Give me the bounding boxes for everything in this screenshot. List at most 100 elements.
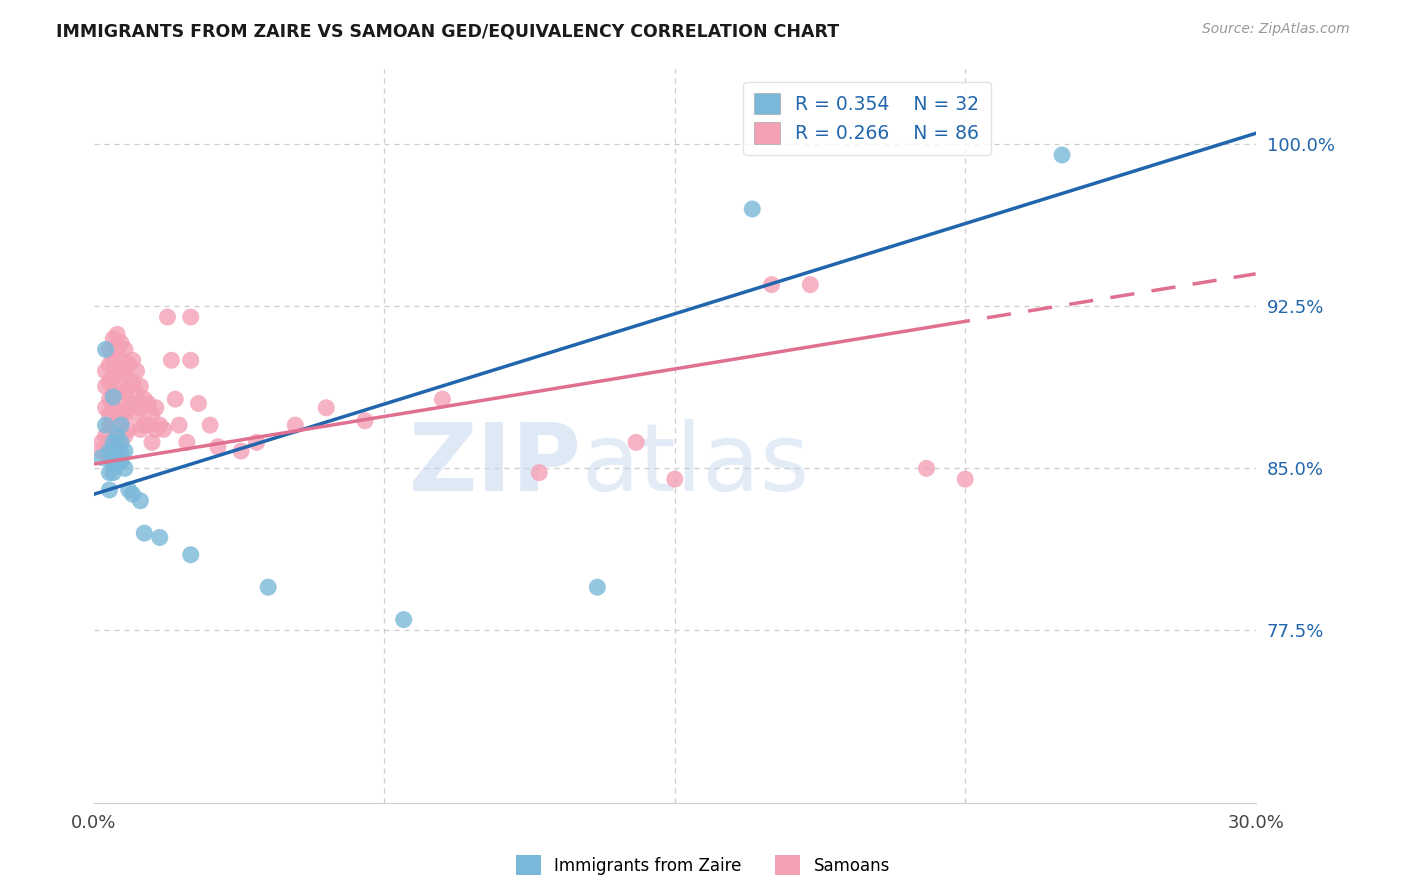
Point <box>103 435 125 450</box>
Point <box>110 414 132 428</box>
Point <box>105 457 128 471</box>
Point <box>105 450 128 465</box>
Point <box>105 429 128 443</box>
Point <box>103 466 125 480</box>
Point <box>105 343 128 357</box>
Point <box>110 336 132 351</box>
Point <box>167 418 190 433</box>
Point <box>125 364 148 378</box>
Point <box>207 440 229 454</box>
Point <box>98 343 121 357</box>
Point <box>114 429 136 443</box>
Point <box>121 487 143 501</box>
Point <box>103 446 125 460</box>
Point <box>915 461 938 475</box>
Point <box>94 343 117 357</box>
Point <box>98 418 121 433</box>
Point <box>149 418 172 433</box>
Point <box>229 444 252 458</box>
Point <box>98 392 121 406</box>
Point <box>105 429 128 443</box>
Point <box>110 370 132 384</box>
Point <box>134 526 156 541</box>
Point <box>121 396 143 410</box>
Point <box>257 580 280 594</box>
Point <box>953 472 976 486</box>
Point <box>799 277 821 292</box>
Point <box>98 466 121 480</box>
Point <box>315 401 337 415</box>
Point <box>103 418 125 433</box>
Point <box>624 435 647 450</box>
Point <box>354 414 377 428</box>
Point <box>125 407 148 421</box>
Point <box>90 450 112 465</box>
Point <box>176 435 198 450</box>
Point <box>110 435 132 450</box>
Point <box>105 444 128 458</box>
Point <box>114 461 136 475</box>
Point <box>103 370 125 384</box>
Point <box>114 385 136 400</box>
Point <box>198 418 221 433</box>
Point <box>103 435 125 450</box>
Point <box>245 435 267 450</box>
Point <box>118 379 141 393</box>
Point <box>114 407 136 421</box>
Point <box>103 353 125 368</box>
Point <box>125 385 148 400</box>
Point <box>187 396 209 410</box>
Point <box>121 353 143 368</box>
Point <box>105 385 128 400</box>
Point <box>152 422 174 436</box>
Point <box>105 444 128 458</box>
Point <box>121 375 143 389</box>
Point <box>94 418 117 433</box>
Point <box>110 392 132 406</box>
Point <box>114 364 136 378</box>
Point <box>94 379 117 393</box>
Point <box>110 446 132 460</box>
Point <box>94 364 117 378</box>
Point <box>586 580 609 594</box>
Point <box>129 379 152 393</box>
Point <box>114 444 136 458</box>
Point <box>94 401 117 415</box>
Point <box>105 407 128 421</box>
Point <box>103 390 125 404</box>
Point <box>136 396 159 410</box>
Point <box>90 444 112 458</box>
Point <box>98 435 121 450</box>
Point <box>114 343 136 357</box>
Point <box>110 353 132 368</box>
Point <box>284 418 307 433</box>
Point <box>110 455 132 469</box>
Point <box>118 483 141 497</box>
Point <box>529 466 551 480</box>
Point <box>141 435 163 450</box>
Point <box>103 450 125 465</box>
Point <box>98 483 121 497</box>
Point <box>118 358 141 372</box>
Point <box>103 385 125 400</box>
Text: ZIP: ZIP <box>409 419 582 511</box>
Point <box>1050 148 1073 162</box>
Point <box>90 435 112 450</box>
Point <box>145 422 167 436</box>
Point <box>98 444 121 458</box>
Point <box>94 429 117 443</box>
Legend: Immigrants from Zaire, Samoans: Immigrants from Zaire, Samoans <box>509 848 897 882</box>
Point <box>118 401 141 415</box>
Text: atlas: atlas <box>582 419 810 511</box>
Point <box>180 353 202 368</box>
Point <box>110 418 132 433</box>
Point <box>98 450 121 465</box>
Point <box>664 472 686 486</box>
Point <box>392 613 415 627</box>
Point <box>103 401 125 415</box>
Point <box>141 407 163 421</box>
Point <box>134 392 156 406</box>
Point <box>160 353 183 368</box>
Point <box>145 401 167 415</box>
Point <box>98 407 121 421</box>
